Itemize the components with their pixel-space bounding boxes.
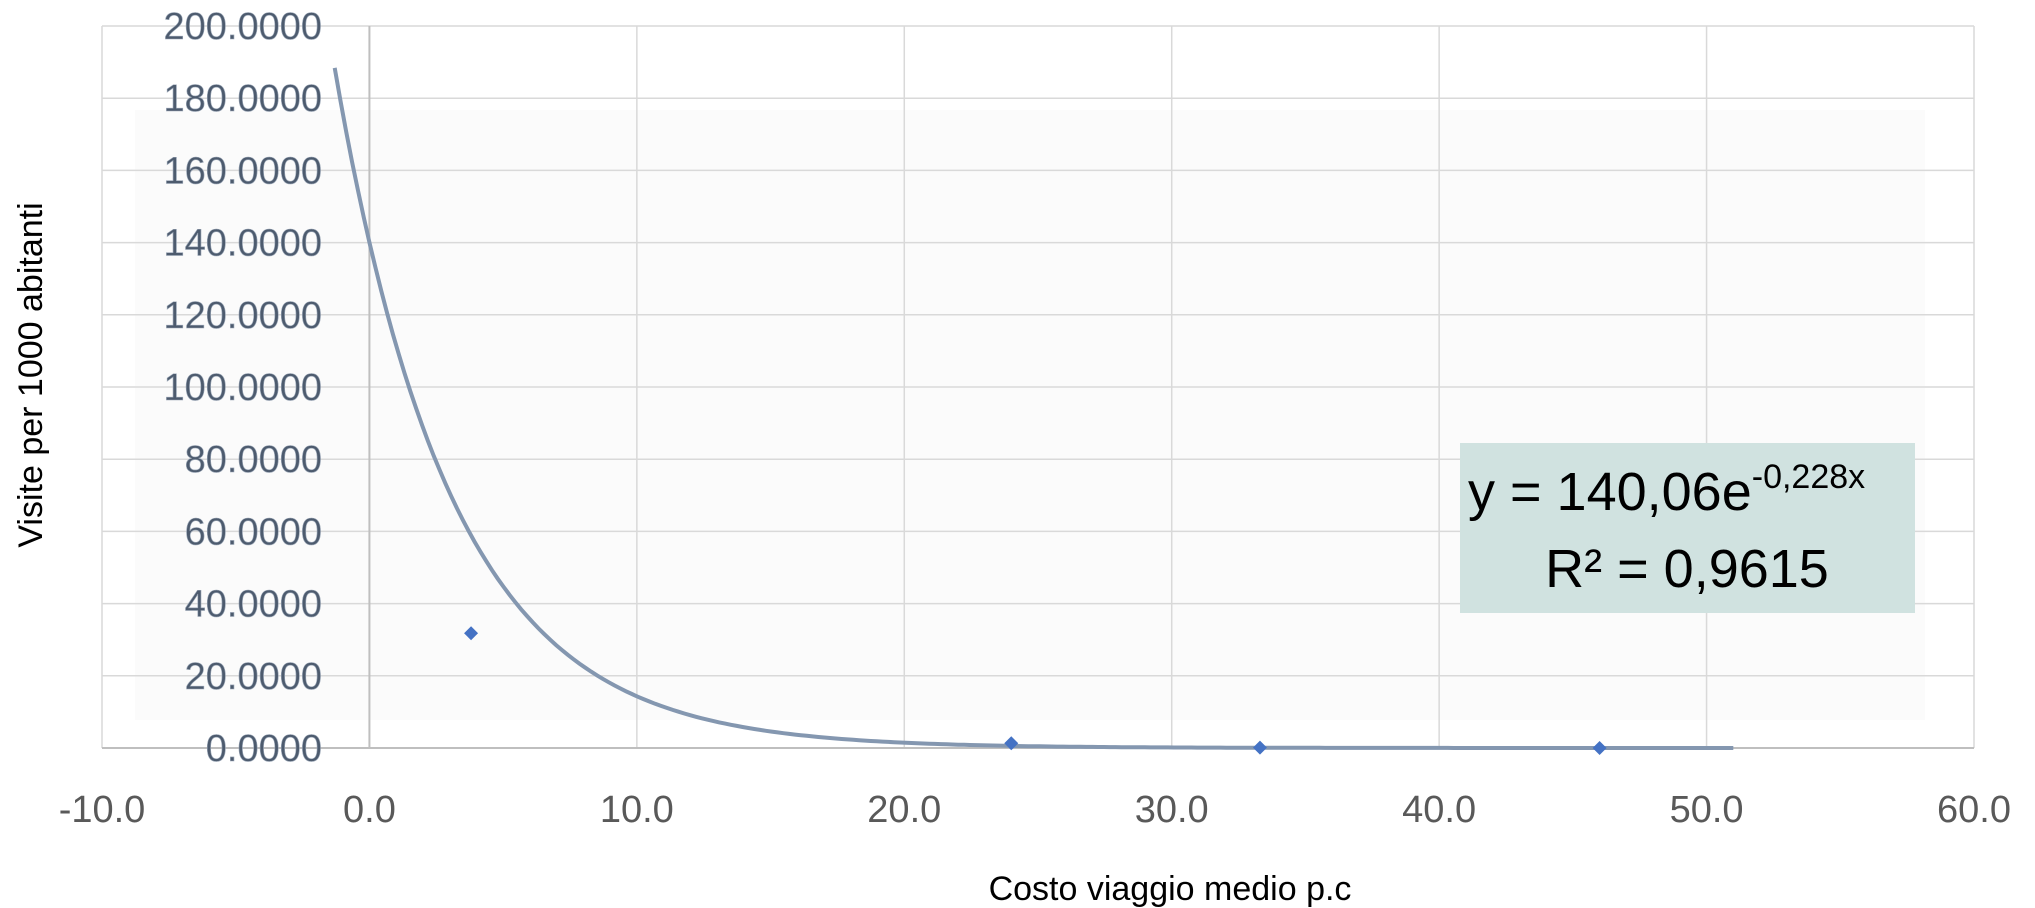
y-tick-label: 120.0000	[164, 295, 323, 337]
gridlines	[101, 25, 1975, 748]
x-tick-label: 40.0	[1402, 789, 1476, 831]
x-tick-labels: -10.0 0.0 10.0 20.0 30.0 40.0 50.0 60.0	[59, 789, 2011, 831]
y-tick-labels: 0.0000 20.0000 40.0000 60.0000 80.0000 100.00…	[163, 6, 323, 771]
y-axis-title: Visite per 1000 abitanti	[12, 202, 50, 547]
x-tick-label: 60.0	[1937, 789, 2011, 831]
y-tick-label: 140.0000	[164, 223, 323, 265]
y-tick-label: 180.0000	[164, 78, 323, 120]
equation-main: y = 140,06e	[1468, 462, 1752, 522]
y-tick-label: 40.0000	[185, 584, 322, 626]
y-tick-label: 20.0000	[185, 656, 322, 698]
plot-inner-shade	[135, 110, 1925, 720]
y-tick-label: 80.0000	[185, 439, 322, 481]
data-point	[1004, 736, 1019, 751]
x-tick-label: 30.0	[1135, 789, 1209, 831]
svg-text:y = 140,06e-0,228x: y = 140,06e-0,228x	[1468, 458, 1865, 522]
x-tick-label: -10.0	[59, 789, 146, 831]
x-tick-label: 50.0	[1670, 789, 1744, 831]
r-squared: R² = 0,9615	[1545, 539, 1829, 599]
y-tick-label: 160.0000	[164, 150, 323, 192]
data-markers	[464, 626, 1607, 755]
data-point	[464, 626, 479, 641]
x-tick-label: 20.0	[867, 789, 941, 831]
y-tick-label: 100.0000	[164, 367, 323, 409]
equation-box	[1460, 443, 1915, 613]
data-point	[1592, 741, 1607, 755]
y-tick-label: 60.0000	[185, 511, 322, 553]
equation-exponent: -0,228x	[1752, 458, 1865, 496]
y-tick-label: 0.0000	[206, 728, 322, 770]
x-tick-label: 0.0	[343, 789, 396, 831]
trendline	[332, 67, 1734, 750]
y-tick-label: 200.0000	[164, 6, 323, 48]
equation-label: y = 140,06e-0,228x R² = 0,9615	[1460, 443, 1915, 613]
x-axis-title: Costo viaggio medio p.c	[989, 870, 1352, 908]
x-tick-label: 10.0	[600, 789, 674, 831]
data-point	[1252, 740, 1267, 755]
